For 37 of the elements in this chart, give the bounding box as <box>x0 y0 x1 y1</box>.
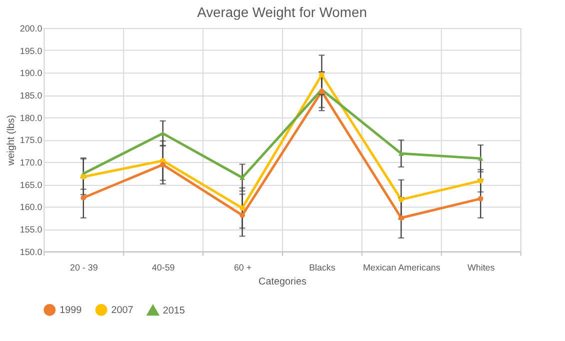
legend-label: 2007 <box>111 304 134 316</box>
legend-label: 2015 <box>162 305 186 316</box>
point <box>80 195 86 200</box>
x-tick-label: 20 - 39 <box>70 262 98 273</box>
y-axis-title: weight (lbs) <box>6 114 17 166</box>
y-tick-label: 195.0 <box>20 46 42 56</box>
legend-label: 1999 <box>60 304 82 316</box>
point <box>398 196 404 202</box>
x-tick-label: Mexican Americans <box>362 262 441 273</box>
y-tick-label: 185.0 <box>20 90 42 100</box>
x-tick-label: 40-59 <box>152 262 175 273</box>
point <box>240 205 246 211</box>
point <box>478 196 484 202</box>
y-tick-label: 155.0 <box>20 224 42 235</box>
y-tick-label: 200.0 <box>20 23 42 34</box>
x-tick-label: Blacks <box>309 262 336 273</box>
point <box>478 156 484 161</box>
point <box>398 151 404 156</box>
point <box>478 178 484 184</box>
point <box>319 72 324 78</box>
point <box>240 175 246 180</box>
x-axis-title: Categories <box>258 276 306 288</box>
x-tick-label: 60 + <box>234 262 252 273</box>
y-tick-label: 175.0 <box>20 135 42 146</box>
point <box>80 174 86 180</box>
chart-title: Average Weight for Women <box>197 4 367 20</box>
y-tick-label: 150.0 <box>20 246 42 257</box>
point <box>160 162 166 168</box>
y-tick-label: 170.0 <box>20 157 42 168</box>
point <box>240 212 246 218</box>
y-tick-label: 190.0 <box>20 68 42 78</box>
y-tick-label: 165.0 <box>20 180 42 190</box>
point <box>398 215 404 221</box>
y-tick-label: 160.0 <box>20 202 42 212</box>
x-tick-label: Whites <box>467 262 496 273</box>
point <box>319 88 324 94</box>
y-tick-label: 180.0 <box>20 112 42 123</box>
